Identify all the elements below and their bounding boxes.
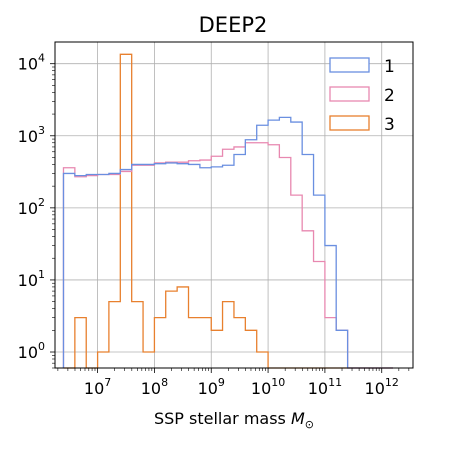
y-tick-label: 102 [18,196,45,218]
series-1-step [62,116,394,369]
x-axis-label: SSP stellar mass M⊙ [154,409,314,431]
legend-label-2: 2 [384,86,395,106]
y-tick-label: 103 [18,124,45,146]
x-tick-label: 108 [141,376,168,398]
chart-title: DEEP2 [199,13,268,37]
legend-label-3: 3 [384,115,395,135]
y-tick-label: 104 [18,52,45,74]
x-tick-label: 1011 [308,376,342,398]
axis-ticks: 107 108 109 1010 1011 1012 100 101 102 103 104 [18,52,410,398]
legend-label-1: 1 [384,57,395,77]
x-tick-label: 1012 [365,376,399,398]
series-2-step [62,142,394,369]
x-tick-label: 109 [198,376,225,398]
x-tick-label: 1010 [251,376,285,398]
x-tick-label: 107 [84,376,111,398]
legend-swatch-2 [329,86,370,102]
legend-swatch-3 [329,115,370,131]
legend: 1 2 3 [329,57,395,135]
plot-frame [54,41,414,369]
y-tick-label: 101 [18,268,45,290]
y-tick-label: 100 [18,340,45,362]
legend-swatch-1 [329,57,370,73]
